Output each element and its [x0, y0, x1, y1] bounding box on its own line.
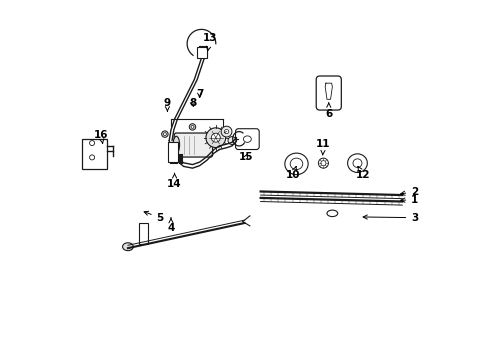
Ellipse shape [191, 126, 194, 129]
FancyBboxPatch shape [316, 76, 341, 110]
Ellipse shape [320, 161, 325, 166]
Text: 11: 11 [316, 139, 330, 155]
Text: 2: 2 [400, 187, 418, 197]
Ellipse shape [326, 210, 337, 217]
Ellipse shape [162, 131, 168, 137]
Ellipse shape [318, 158, 328, 168]
Ellipse shape [347, 154, 366, 172]
Ellipse shape [227, 136, 235, 144]
Ellipse shape [221, 126, 231, 137]
Text: 5: 5 [144, 211, 163, 222]
Text: 1: 1 [400, 195, 418, 205]
Ellipse shape [163, 133, 166, 135]
Ellipse shape [173, 136, 179, 153]
Bar [82, 139, 107, 169]
Bar [197, 47, 207, 58]
Ellipse shape [89, 155, 94, 160]
Text: 4: 4 [167, 218, 174, 233]
Ellipse shape [189, 124, 195, 130]
Ellipse shape [352, 159, 361, 167]
Text: 12: 12 [355, 166, 369, 180]
Text: 10: 10 [285, 166, 300, 180]
Text: 3: 3 [363, 213, 418, 222]
FancyBboxPatch shape [235, 129, 259, 149]
Text: 16: 16 [94, 130, 108, 143]
Text: 15: 15 [239, 152, 253, 162]
Ellipse shape [122, 243, 133, 251]
Ellipse shape [285, 153, 307, 175]
Bar [139, 223, 147, 244]
Text: 7: 7 [196, 89, 203, 99]
Ellipse shape [211, 133, 220, 142]
Ellipse shape [224, 130, 228, 134]
Text: 6: 6 [325, 103, 332, 119]
Text: 13: 13 [203, 33, 217, 51]
FancyBboxPatch shape [174, 133, 212, 157]
Bar [167, 142, 178, 162]
Text: 8: 8 [188, 98, 196, 108]
Ellipse shape [243, 136, 251, 142]
Ellipse shape [205, 128, 225, 148]
Text: 9: 9 [163, 98, 171, 111]
Ellipse shape [89, 140, 94, 145]
Text: 14: 14 [167, 173, 182, 189]
Ellipse shape [290, 158, 302, 170]
